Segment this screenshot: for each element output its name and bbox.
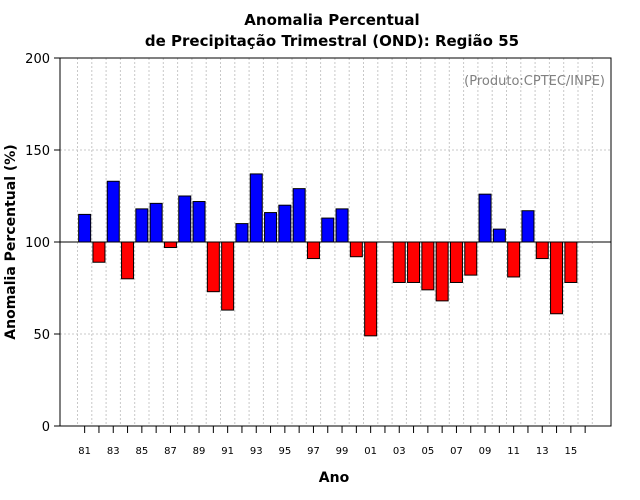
bar-96	[292, 188, 306, 243]
x-tick-label: 83	[107, 446, 120, 457]
x-tick-label: 15	[564, 446, 577, 457]
x-axis-label: Ano	[319, 470, 350, 486]
bar-93	[249, 173, 263, 243]
y-tick-label: 200	[25, 52, 50, 67]
x-tick-label: 89	[193, 446, 206, 457]
bar-04	[407, 241, 421, 283]
bar-95	[278, 204, 292, 243]
y-tick-label: 0	[42, 420, 50, 435]
bar-98	[321, 217, 335, 243]
y-axis-ticks: 0 50 100 150 200	[25, 52, 60, 435]
bar-81	[78, 213, 92, 243]
bar-07	[449, 241, 463, 283]
bar-03	[392, 241, 406, 283]
bar-82	[92, 241, 106, 263]
x-tick-label: 13	[536, 446, 549, 457]
bar-90	[206, 241, 220, 293]
x-tick-label: 91	[221, 446, 234, 457]
bar-91	[221, 241, 235, 311]
bar-83	[106, 180, 120, 243]
x-tick-label: 11	[507, 446, 520, 457]
bar-99	[335, 208, 349, 243]
chart-title-line-2: de Precipitação Trimestral (OND): Região…	[145, 32, 519, 50]
chart-title-line-1: Anomalia Percentual	[244, 11, 419, 29]
x-tick-label: 97	[307, 446, 320, 457]
x-tick-label: 03	[393, 446, 406, 457]
x-tick-label: 81	[78, 446, 91, 457]
bar-92	[235, 223, 249, 243]
x-tick-label: 05	[421, 446, 434, 457]
bar-10	[492, 228, 506, 243]
y-tick-label: 50	[33, 328, 50, 343]
bar-86	[149, 202, 163, 243]
bar-15	[564, 241, 578, 283]
x-tick-label: 99	[336, 446, 349, 457]
bar-88	[178, 195, 192, 243]
credit-text: (Produto:CPTEC/INPE)	[464, 74, 605, 89]
bar-94	[264, 212, 278, 243]
bar-09	[478, 193, 492, 243]
x-tick-label: 09	[479, 446, 492, 457]
bar-87	[163, 241, 177, 249]
bar-13	[535, 241, 549, 260]
bar-14	[550, 241, 564, 315]
bar-97	[306, 241, 320, 260]
bar-series	[78, 173, 578, 337]
x-tick-label: 07	[450, 446, 463, 457]
x-tick-label: 87	[164, 446, 177, 457]
bar-89	[192, 201, 206, 243]
x-axis-ticks: 81 83 85 87 89 91 93 95 97 99 01 03 05 07 09 11 13 15	[78, 426, 586, 457]
bar-00	[349, 241, 363, 258]
bar-85	[135, 208, 149, 243]
y-tick-label: 150	[25, 144, 50, 159]
x-tick-label: 85	[135, 446, 148, 457]
bar-05	[421, 241, 435, 291]
x-tick-label: 01	[364, 446, 377, 457]
bar-12	[521, 210, 535, 243]
bar-84	[121, 241, 135, 280]
x-tick-label: 93	[250, 446, 263, 457]
y-tick-label: 100	[25, 236, 50, 251]
y-axis-label: Anomalia Percentual (%)	[3, 144, 19, 339]
x-tick-label: 95	[278, 446, 291, 457]
bar-11	[507, 241, 521, 278]
bar-01	[364, 241, 378, 337]
bar-06	[435, 241, 449, 302]
bar-08	[464, 241, 478, 276]
